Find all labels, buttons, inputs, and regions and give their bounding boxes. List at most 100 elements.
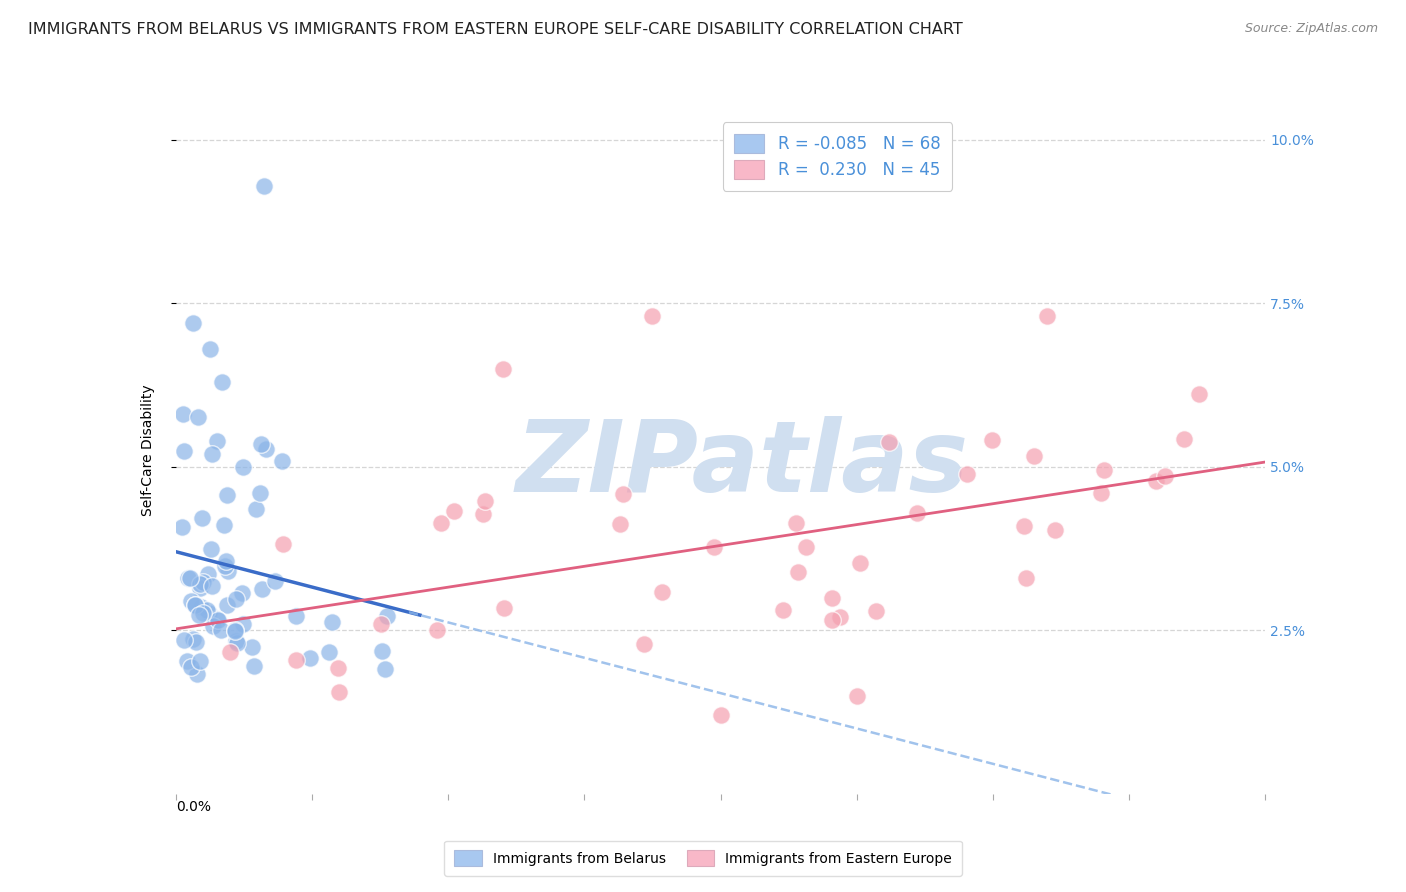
Point: [1012, 518, 1035, 533]
Point: [253, 178, 276, 193]
Point: [184, 598, 207, 612]
Point: [285, 609, 308, 624]
Point: [195, 603, 218, 617]
Point: [197, 606, 219, 620]
Point: [212, 518, 235, 533]
Point: [201, 447, 224, 461]
Point: [225, 634, 247, 648]
Point: [211, 375, 233, 389]
Point: [232, 460, 254, 475]
Point: [209, 623, 232, 637]
Point: [375, 608, 398, 623]
Point: [252, 582, 274, 596]
Point: [877, 434, 900, 449]
Point: [703, 541, 725, 555]
Point: [231, 586, 253, 600]
Point: [191, 574, 214, 589]
Point: [1144, 475, 1167, 489]
Point: [492, 361, 515, 376]
Point: [181, 632, 204, 646]
Point: [177, 571, 200, 585]
Point: [828, 609, 851, 624]
Point: [245, 502, 267, 516]
Point: [328, 685, 350, 699]
Point: [188, 576, 211, 591]
Text: IMMIGRANTS FROM BELARUS VS IMMIGRANTS FROM EASTERN EUROPE SELF-CARE DISABILITY C: IMMIGRANTS FROM BELARUS VS IMMIGRANTS FR…: [28, 22, 963, 37]
Point: [651, 584, 673, 599]
Point: [180, 593, 202, 607]
Point: [1154, 469, 1177, 483]
Point: [821, 613, 844, 627]
Point: [242, 659, 264, 673]
Point: [197, 567, 219, 582]
Point: [1043, 523, 1066, 537]
Point: [263, 574, 285, 589]
Point: [207, 612, 229, 626]
Point: [492, 601, 515, 615]
Point: [1024, 449, 1046, 463]
Point: [215, 488, 238, 502]
Point: [787, 566, 810, 580]
Point: [172, 408, 194, 422]
Point: [905, 506, 928, 520]
Point: [184, 635, 207, 649]
Point: [217, 564, 239, 578]
Point: [271, 536, 294, 550]
Point: [374, 662, 396, 676]
Point: [426, 623, 449, 637]
Point: [180, 660, 202, 674]
Point: [215, 554, 238, 568]
Text: 0.0%: 0.0%: [176, 800, 211, 814]
Text: ZIPatlas: ZIPatlas: [516, 416, 969, 513]
Point: [641, 310, 664, 324]
Point: [225, 591, 247, 606]
Point: [443, 504, 465, 518]
Point: [249, 486, 271, 500]
Point: [249, 437, 271, 451]
Point: [242, 640, 264, 654]
Point: [845, 689, 868, 703]
Point: [226, 636, 249, 650]
Point: [232, 616, 254, 631]
Point: [794, 541, 817, 555]
Point: [207, 434, 229, 448]
Point: [321, 615, 343, 629]
Point: [173, 632, 195, 647]
Point: [849, 556, 872, 570]
Point: [198, 342, 221, 356]
Point: [200, 541, 222, 556]
Point: [218, 645, 240, 659]
Legend: R = -0.085   N = 68, R =  0.230   N = 45: R = -0.085 N = 68, R = 0.230 N = 45: [723, 122, 952, 191]
Text: Source: ZipAtlas.com: Source: ZipAtlas.com: [1244, 22, 1378, 36]
Y-axis label: Self-Care Disability: Self-Care Disability: [141, 384, 155, 516]
Point: [187, 607, 209, 622]
Point: [190, 581, 212, 595]
Point: [224, 624, 246, 638]
Point: [299, 651, 322, 665]
Point: [173, 443, 195, 458]
Point: [187, 410, 209, 425]
Point: [179, 571, 201, 585]
Point: [181, 316, 204, 330]
Point: [1173, 432, 1195, 446]
Point: [472, 507, 495, 521]
Point: [215, 598, 238, 612]
Point: [191, 606, 214, 620]
Point: [370, 617, 392, 632]
Point: [285, 653, 308, 667]
Point: [956, 467, 979, 481]
Point: [865, 603, 887, 617]
Point: [186, 667, 208, 681]
Point: [190, 600, 212, 615]
Point: [176, 654, 198, 668]
Point: [821, 591, 844, 605]
Point: [785, 516, 807, 530]
Point: [191, 511, 214, 525]
Point: [371, 644, 394, 658]
Point: [430, 516, 453, 530]
Point: [318, 645, 340, 659]
Point: [201, 579, 224, 593]
Point: [1092, 463, 1115, 477]
Point: [214, 558, 236, 573]
Point: [224, 623, 246, 637]
